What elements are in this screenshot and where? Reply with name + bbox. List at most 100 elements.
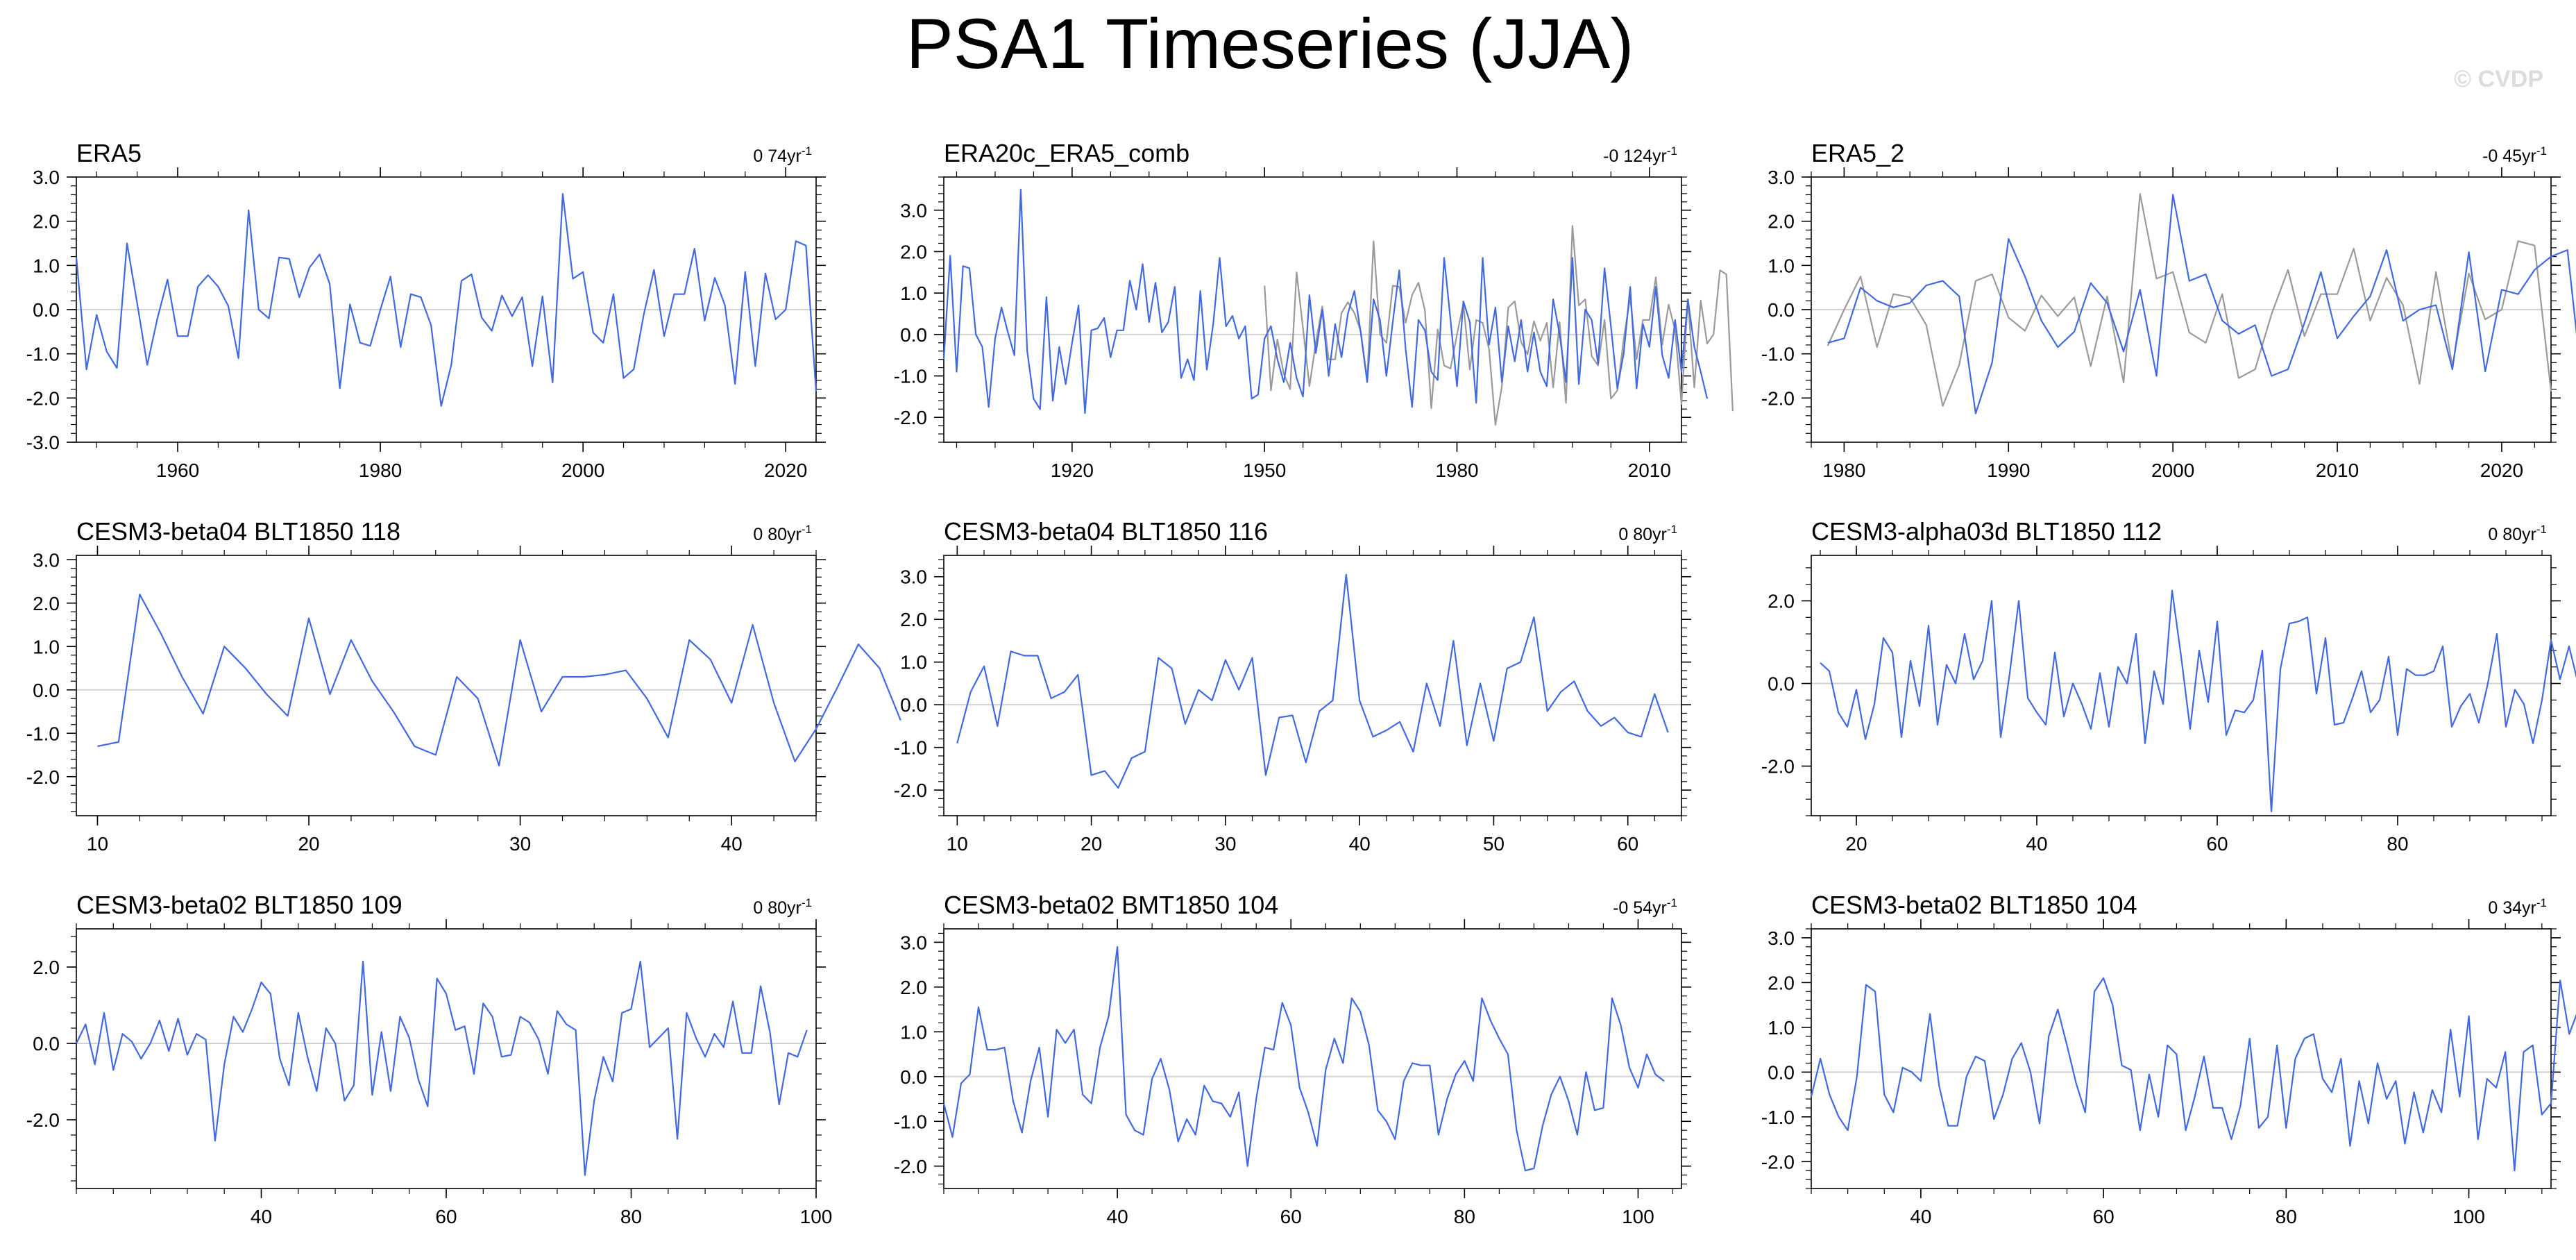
plot-frame bbox=[76, 555, 817, 816]
y-tick-label: 0.0 bbox=[1768, 299, 1795, 321]
trend-exponent: -1 bbox=[802, 523, 812, 536]
x-tick-label: 40 bbox=[2026, 833, 2047, 855]
y-tick-label: 0.0 bbox=[33, 680, 60, 701]
y-tick-label: 3.0 bbox=[900, 932, 927, 953]
trend-label: -0 124yr-1 bbox=[1603, 144, 1677, 166]
trend-value: 0 80yr bbox=[753, 898, 801, 918]
trend-value: -0 124yr bbox=[1603, 146, 1667, 166]
series-line-primary bbox=[956, 573, 1669, 789]
y-tick-label: 0.0 bbox=[1768, 673, 1795, 695]
y-tick-label: 1.0 bbox=[900, 1021, 927, 1043]
series-line-primary bbox=[1810, 977, 2576, 1172]
x-tick-label: 2020 bbox=[764, 460, 807, 481]
x-tick-label: 40 bbox=[251, 1206, 272, 1227]
y-tick-label: 3.0 bbox=[900, 200, 927, 221]
plot-frame bbox=[943, 176, 1682, 443]
y-tick-label: 3.0 bbox=[1768, 167, 1795, 188]
y-tick-label: -1.0 bbox=[26, 723, 60, 744]
x-tick-label: 20 bbox=[1845, 833, 1867, 855]
x-tick-label: 2010 bbox=[1628, 460, 1671, 481]
panel-title: CESM3-beta02 BMT1850 104 bbox=[944, 891, 1278, 919]
y-tick-label: 2.0 bbox=[33, 593, 60, 614]
y-tick-label: 1.0 bbox=[900, 652, 927, 673]
x-tick-label: 2000 bbox=[2151, 460, 2194, 481]
x-tick-label: 30 bbox=[1214, 833, 1236, 855]
x-tick-label: 80 bbox=[1454, 1206, 1475, 1227]
y-tick-label: 0.0 bbox=[33, 299, 60, 321]
x-tick-label: 2010 bbox=[2316, 460, 2359, 481]
trend-label: 0 80yr-1 bbox=[753, 523, 812, 544]
y-tick-label: 0.0 bbox=[900, 694, 927, 716]
watermark: © CVDP bbox=[2454, 66, 2543, 92]
series-line-primary bbox=[76, 960, 808, 1176]
y-tick-label: 2.0 bbox=[1768, 972, 1795, 993]
series-line-observed bbox=[1827, 193, 2552, 407]
trend-label: 0 80yr-1 bbox=[2488, 523, 2547, 544]
y-tick-label: 2.0 bbox=[1768, 590, 1795, 612]
y-tick-label: -2.0 bbox=[894, 780, 927, 801]
x-tick-label: 2020 bbox=[2480, 460, 2523, 481]
x-tick-label: 60 bbox=[1617, 833, 1638, 855]
x-tick-label: 50 bbox=[1483, 833, 1505, 855]
y-tick-label: 2.0 bbox=[900, 977, 927, 998]
x-tick-label: 1980 bbox=[1435, 460, 1478, 481]
chart-panel-9: CESM3-beta02 BLT1850 104 0 34yr-1 -2.0 -1.0… bbox=[1761, 891, 2576, 1227]
trend-value: -0 45yr bbox=[2482, 146, 2536, 166]
y-tick-label: -1.0 bbox=[26, 344, 60, 365]
x-tick-label: 40 bbox=[1910, 1206, 1931, 1227]
y-tick-label: -2.0 bbox=[1761, 1151, 1795, 1173]
trend-label: -0 54yr-1 bbox=[1613, 896, 1677, 918]
plot-frame bbox=[943, 555, 1682, 816]
y-tick-label: -2.0 bbox=[894, 407, 927, 428]
y-tick-label: -1.0 bbox=[1761, 1107, 1795, 1128]
panel-title: CESM3-beta02 BLT1850 104 bbox=[1811, 891, 2137, 919]
series-line-primary bbox=[942, 188, 1709, 414]
y-tick-label: 1.0 bbox=[900, 283, 927, 304]
x-tick-label: 100 bbox=[1622, 1206, 1654, 1227]
panel-title: CESM3-beta04 BLT1850 116 bbox=[944, 517, 1268, 546]
plot-frame bbox=[76, 928, 817, 1189]
x-tick-label: 20 bbox=[298, 833, 319, 855]
series-line-primary bbox=[1820, 589, 2576, 813]
x-tick-label: 1980 bbox=[1822, 460, 1865, 481]
trend-exponent: -1 bbox=[2536, 523, 2547, 536]
x-tick-label: 40 bbox=[1107, 1206, 1128, 1227]
series-line-primary bbox=[1827, 194, 2576, 414]
trend-value: 0 80yr bbox=[753, 525, 801, 544]
panel-title: ERA5 bbox=[76, 139, 142, 167]
y-tick-label: 2.0 bbox=[900, 241, 927, 262]
trend-label: 0 80yr-1 bbox=[753, 896, 812, 918]
trend-label: 0 80yr-1 bbox=[1618, 523, 1677, 544]
y-tick-label: -2.0 bbox=[26, 766, 60, 788]
chart-panel-6: CESM3-alpha03d BLT1850 112 0 80yr-1 -2.0 0.… bbox=[1761, 517, 2576, 855]
y-tick-label: 3.0 bbox=[1768, 927, 1795, 949]
x-tick-label: 1950 bbox=[1243, 460, 1286, 481]
series-line-primary bbox=[75, 193, 817, 407]
y-tick-label: -1.0 bbox=[894, 737, 927, 759]
series-line-observed bbox=[1264, 225, 1734, 426]
y-tick-label: -2.0 bbox=[26, 387, 60, 409]
trend-exponent: -1 bbox=[802, 896, 812, 909]
plot-frame bbox=[1811, 928, 2552, 1189]
series-line-primary bbox=[942, 946, 1665, 1172]
y-tick-label: 3.0 bbox=[33, 549, 60, 571]
panel-title: ERA20c_ERA5_comb bbox=[944, 139, 1189, 167]
x-tick-label: 80 bbox=[620, 1206, 642, 1227]
panel-title: CESM3-alpha03d BLT1850 112 bbox=[1811, 517, 2162, 546]
x-tick-label: 60 bbox=[435, 1206, 457, 1227]
y-tick-label: -1.0 bbox=[1761, 344, 1795, 365]
trend-label: -0 45yr-1 bbox=[2482, 144, 2547, 166]
panel-title: CESM3-beta02 BLT1850 109 bbox=[76, 891, 402, 919]
x-tick-label: 10 bbox=[947, 833, 968, 855]
chart-panel-4: CESM3-beta04 BLT1850 118 0 80yr-1 -2.0 -1.0… bbox=[26, 517, 901, 855]
chart-panel-2: ERA20c_ERA5_comb -0 124yr-1 -2.0 -1.0 0.0 1.0… bbox=[894, 139, 1734, 481]
trend-exponent: -1 bbox=[1667, 523, 1677, 536]
panel-title: ERA5_2 bbox=[1811, 139, 1904, 167]
y-tick-label: -2.0 bbox=[1761, 387, 1795, 409]
chart-panel-3: ERA5_2 -0 45yr-1 -2.0 -1.0 0.0 1.0 2.0 3.0 1980 1… bbox=[1761, 139, 2576, 481]
x-tick-label: 1960 bbox=[156, 460, 199, 481]
x-tick-label: 2000 bbox=[561, 460, 604, 481]
trend-value: 0 34yr bbox=[2488, 898, 2536, 918]
y-tick-label: 1.0 bbox=[33, 636, 60, 657]
